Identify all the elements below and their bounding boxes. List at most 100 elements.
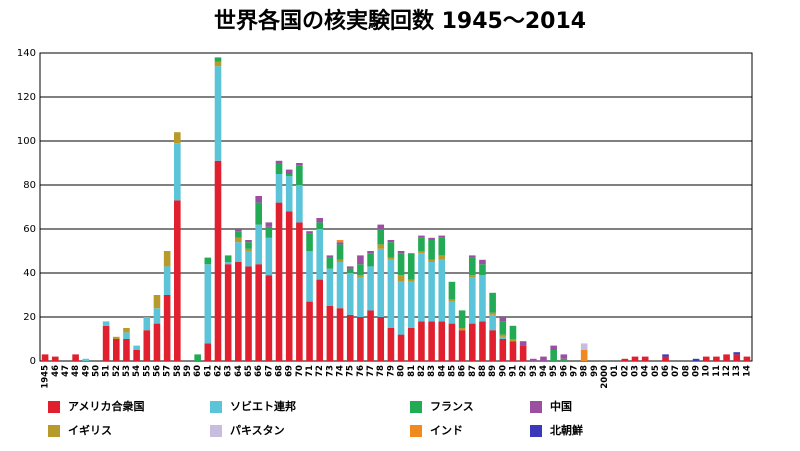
bar-segment	[357, 277, 364, 317]
bar-segment	[296, 163, 303, 166]
legend-label: アメリカ合衆国	[68, 399, 144, 413]
bar-segment	[499, 334, 507, 337]
x-tick-label: 1945	[41, 365, 51, 389]
bar-segment	[275, 163, 283, 174]
bar-segment	[499, 339, 507, 361]
bar-segment	[153, 323, 161, 361]
bar-segment	[72, 354, 79, 361]
x-tick-label: 75	[346, 365, 356, 377]
x-tick-label: 09	[692, 365, 702, 377]
bar-segment	[509, 341, 517, 361]
x-tick-label: 83	[427, 365, 437, 377]
bar-segment	[509, 339, 517, 342]
bar-segment	[326, 306, 334, 361]
x-tick-label: 74	[336, 365, 346, 377]
bar-segment	[214, 66, 222, 161]
bar-segment	[163, 251, 171, 267]
bar-segment	[428, 321, 435, 361]
x-tick-label: 10	[702, 365, 712, 377]
bar-segment	[123, 328, 130, 333]
bar-segment	[224, 262, 232, 265]
bar-segment	[285, 169, 293, 174]
bar-segment	[265, 222, 273, 227]
bar-segment	[743, 356, 751, 361]
bar-segment	[204, 257, 212, 265]
bar-segment	[153, 308, 161, 324]
bar-segment	[245, 240, 252, 243]
bar-segment	[214, 160, 222, 361]
bar-segment	[489, 314, 496, 331]
bar-segment	[479, 259, 486, 265]
x-tick-label: 94	[539, 365, 549, 377]
x-tick-label: 88	[478, 365, 488, 377]
y-tick-label: 80	[23, 180, 36, 191]
bar-segment	[102, 321, 110, 326]
bar-segment	[306, 231, 313, 234]
bar-segment	[692, 358, 700, 361]
bar-segment	[265, 237, 273, 276]
y-tick-label: 0	[30, 356, 36, 367]
bar-segment	[377, 229, 385, 245]
bar-segment	[367, 253, 374, 267]
bar-segment	[723, 354, 730, 361]
bar-segment	[438, 255, 446, 260]
x-tick-label: 58	[173, 365, 183, 377]
bar-segment	[479, 275, 486, 322]
legend-label: 北朝鮮	[550, 423, 583, 437]
bar-segment	[621, 358, 629, 361]
x-tick-label: 11	[712, 365, 722, 377]
x-tick-label: 70	[295, 365, 305, 377]
x-tick-label: 89	[488, 365, 498, 377]
x-tick-label: 92	[519, 365, 529, 377]
bar-segment	[336, 308, 344, 361]
bar-segment	[397, 281, 405, 335]
x-tick-label: 65	[244, 365, 254, 377]
bar-segment	[306, 301, 313, 361]
bar-segment	[468, 257, 476, 276]
y-tick-label: 140	[17, 48, 36, 59]
bar-segment	[245, 251, 252, 267]
bar-segment	[519, 345, 527, 361]
bar-segment	[448, 299, 456, 302]
bar-segment	[387, 240, 395, 243]
bar-segment	[285, 211, 293, 361]
bar-segment	[326, 257, 334, 269]
bar-segment	[438, 237, 446, 256]
bar-segment	[367, 251, 374, 254]
bar-segment	[143, 317, 151, 331]
bar-segment	[275, 160, 283, 163]
x-tick-label: 02	[620, 365, 630, 377]
x-tick-label: 79	[386, 365, 396, 377]
x-tick-label: 80	[397, 365, 407, 377]
bar-segment	[235, 229, 242, 232]
bar-segment	[407, 279, 415, 282]
x-tick-label: 85	[447, 365, 457, 377]
bar-segment	[468, 275, 476, 278]
x-tick-label: 03	[631, 365, 641, 377]
x-tick-label: 04	[641, 365, 651, 377]
bar-segment	[580, 350, 588, 361]
bar-segment	[123, 332, 130, 339]
bar-segment	[357, 255, 364, 265]
x-tick-label: 72	[315, 365, 325, 377]
bar-segment	[560, 354, 568, 359]
bar-segment	[499, 321, 507, 335]
bar-segment	[397, 334, 405, 361]
bar-segment	[468, 255, 476, 258]
bar-segment	[438, 259, 446, 322]
bar-segment	[377, 244, 385, 249]
bar-segment	[662, 356, 669, 361]
bar-segment	[397, 251, 405, 254]
bar-segment	[418, 321, 425, 361]
bar-segment	[112, 339, 120, 361]
bar-segment	[448, 281, 456, 300]
bar-segment	[448, 301, 456, 324]
bar-segment	[407, 253, 415, 280]
x-tick-label: 14	[742, 365, 752, 377]
bar-segment	[377, 248, 385, 317]
x-tick-label: 53	[122, 365, 132, 377]
x-tick-label: 13	[732, 365, 742, 377]
x-tick-label: 63	[224, 365, 234, 377]
bar-segment	[580, 343, 588, 350]
